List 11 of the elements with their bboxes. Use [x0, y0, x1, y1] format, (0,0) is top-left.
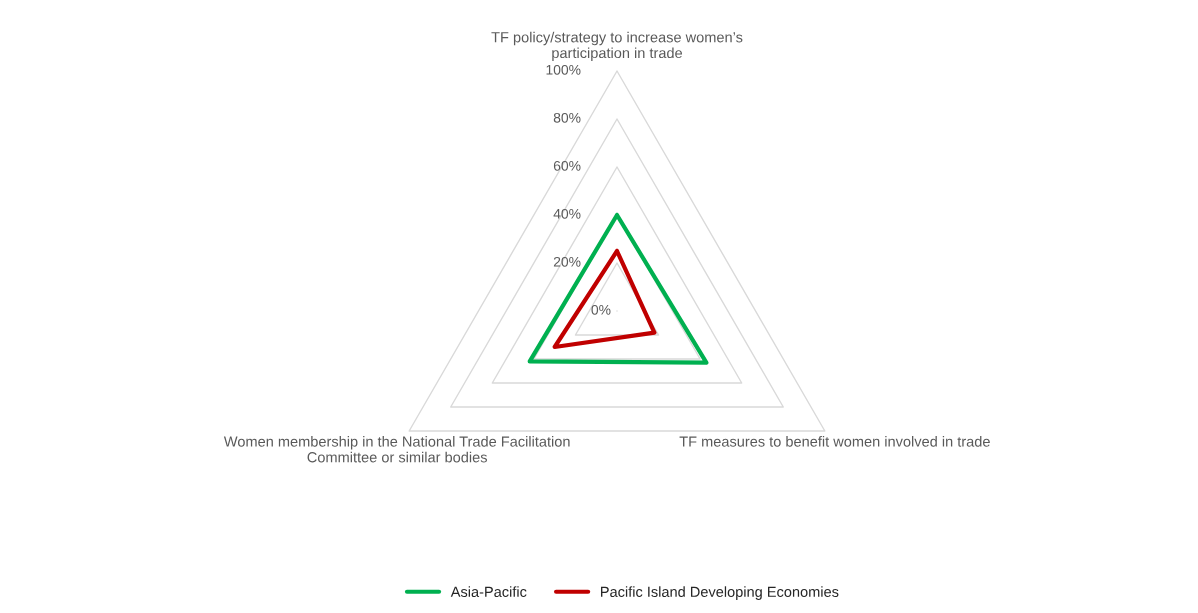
- spoke-label: TF measures to benefit women involved in trade: [679, 436, 990, 447]
- legend-label: Asia-Pacific: [450, 586, 527, 597]
- y-tick-label: 60%: [553, 160, 581, 171]
- spoke-label: Women membership in the National Trade Facilitation Committee or similar bodies: [223, 436, 570, 463]
- y-tick-label: 0%: [591, 304, 611, 315]
- legend-label: Pacific Island Developing Economies: [601, 586, 839, 600]
- y-tick-label: 100%: [546, 64, 581, 75]
- y-tick-label: 20%: [553, 256, 581, 267]
- y-tick-label: 80%: [553, 112, 581, 123]
- spoke-label: TF policy/strategy to increase women’s participation in trade: [491, 31, 743, 61]
- y-tick-label: 40%: [553, 208, 581, 219]
